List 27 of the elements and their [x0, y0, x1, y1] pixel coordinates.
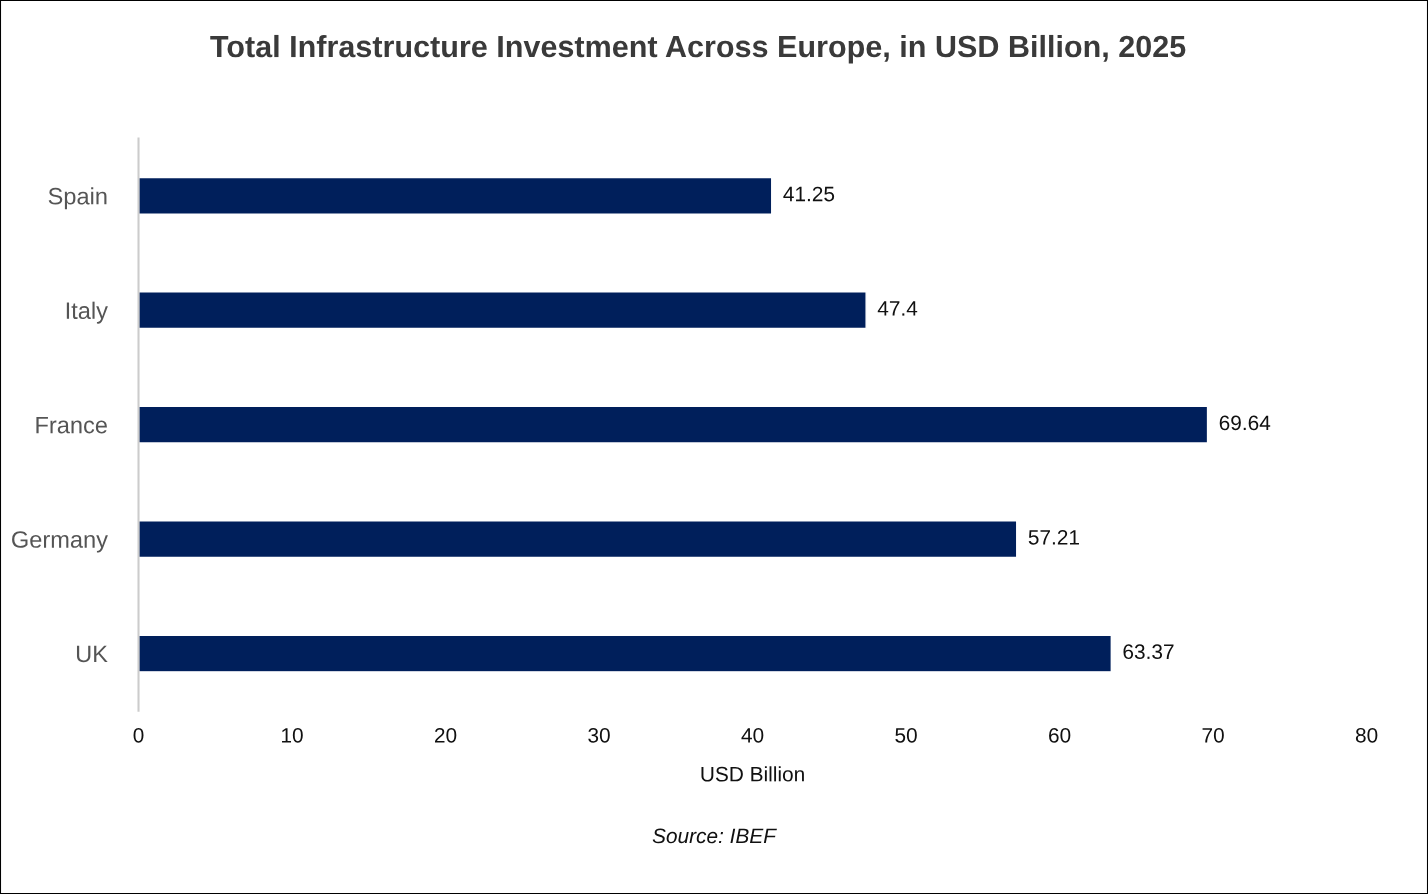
bar [138, 405, 1209, 444]
y-tick-label: Italy [66, 301, 108, 324]
x-tick-label: 80 [1355, 727, 1378, 743]
x-axis-title: USD Billion [701, 766, 804, 782]
bar [138, 176, 773, 215]
data-label: 69.64 [1219, 415, 1271, 431]
data-label: 63.37 [1123, 644, 1174, 660]
x-tick-label: 50 [895, 727, 917, 743]
x-tick-label: 60 [1049, 727, 1071, 743]
x-tick-label: 20 [435, 727, 457, 743]
data-label: 41.25 [783, 186, 835, 202]
bar [138, 634, 1113, 673]
chart-title: Total Infrastructure Investment Across Europe, in USD Billion, 2025 [210, 34, 1186, 64]
data-label: 57.21 [1028, 529, 1079, 545]
y-tick-label: Germany [12, 531, 108, 553]
x-tick-label: 40 [741, 727, 764, 743]
bar [138, 291, 867, 330]
x-tick-label: 0 [133, 727, 144, 743]
y-tick-label: UK [76, 645, 108, 663]
data-label: 47.4 [877, 301, 918, 316]
source-note: Source: IBEF [652, 828, 777, 844]
y-tick-label: France [36, 416, 107, 434]
x-tick-label: 30 [588, 727, 610, 743]
x-tick-label: 70 [1202, 727, 1224, 743]
x-tick-label: 10 [282, 727, 303, 743]
bar [138, 520, 1018, 559]
y-tick-label: Spain [48, 187, 107, 210]
